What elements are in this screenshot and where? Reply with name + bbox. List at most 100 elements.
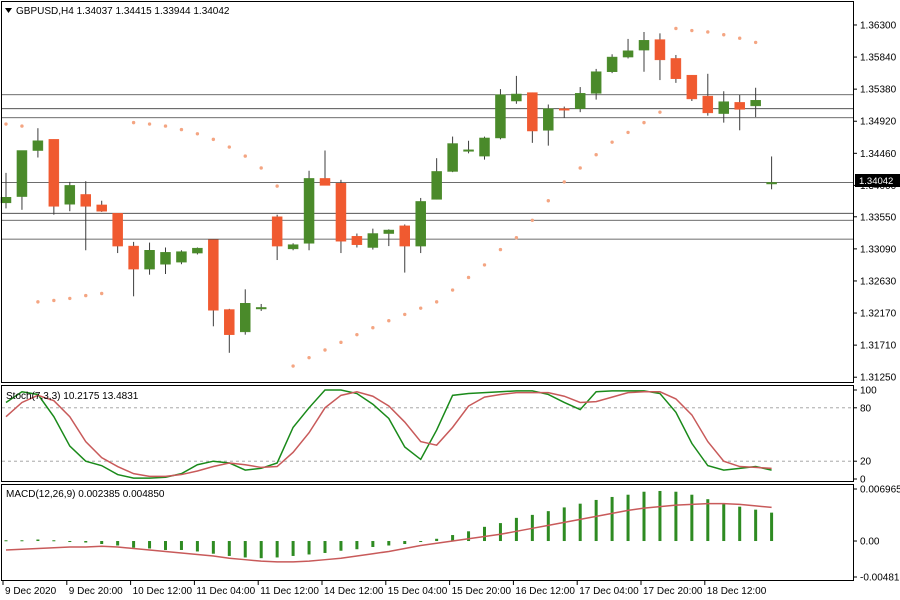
- macd-histogram-bar: [259, 541, 263, 559]
- sar-dot: [530, 218, 535, 222]
- stoch-signal-line: [5, 391, 772, 478]
- stoch-level-lines: [2, 407, 853, 462]
- time-tick-label: 15 Dec 04:00: [388, 586, 448, 597]
- macd-histogram-bar: [387, 541, 391, 546]
- candle-body: [112, 213, 123, 247]
- candle-body: [144, 250, 155, 270]
- current-price-tag: 1.34042: [855, 174, 900, 187]
- sar-dot: [738, 36, 742, 40]
- sar-dot: [434, 300, 439, 304]
- macd-histogram-bar: [355, 541, 359, 550]
- sar-dot: [371, 325, 375, 330]
- macd-histogram-bar: [419, 541, 423, 543]
- sar-dot: [594, 153, 598, 157]
- macd-histogram-bar: [132, 541, 136, 548]
- candlestick-series: [0, 31, 777, 353]
- candle-body: [128, 245, 139, 270]
- symbol-icon: [5, 8, 12, 13]
- candle-body: [0, 197, 12, 204]
- sar-dot: [84, 293, 88, 298]
- current-price-label: 1.34042: [859, 176, 893, 187]
- horizontal-level-lines: [2, 94, 853, 240]
- macd-histogram-bar: [291, 541, 295, 556]
- sar-dot: [52, 298, 56, 303]
- stoch-tick-label: 20: [860, 457, 872, 468]
- macd-histogram-bar: [770, 512, 774, 542]
- time-tick-label: 16 Dec 12:00: [515, 586, 575, 597]
- candle-body: [192, 247, 203, 254]
- macd-histogram-bar: [403, 541, 407, 545]
- stoch-axis: 100 80 20 0: [853, 386, 877, 486]
- time-tick-label: 15 Dec 20:00: [452, 586, 512, 597]
- parabolic-sar-dots: [4, 26, 758, 368]
- macd-histogram-bar: [594, 499, 598, 542]
- sar-dot: [498, 247, 503, 252]
- macd-histogram-bar: [100, 541, 104, 545]
- macd-histogram-bar: [116, 541, 120, 546]
- sar-dot: [20, 124, 24, 128]
- sar-dot: [466, 275, 471, 280]
- macd-histogram-bar: [371, 541, 375, 547]
- price-tick-label: 1.32170: [860, 309, 897, 320]
- candle-body: [383, 229, 395, 234]
- candle-body: [240, 303, 251, 333]
- price-tick-label: 1.34460: [860, 149, 897, 160]
- candle-body: [686, 74, 698, 100]
- candle-body: [351, 236, 363, 245]
- price-tick-label: 1.33550: [860, 212, 897, 223]
- macd-histogram-bar: [498, 523, 502, 542]
- candle-body: [495, 94, 506, 139]
- macd-histogram-bar: [323, 541, 327, 553]
- sar-dot: [674, 26, 678, 31]
- time-tick-label: 17 Dec 20:00: [643, 586, 703, 597]
- price-tick-label: 1.31710: [860, 341, 897, 352]
- macd-histogram-bar: [451, 535, 455, 542]
- sar-dot: [722, 33, 726, 37]
- candle-body: [654, 39, 666, 61]
- macd-histogram-bar: [435, 538, 439, 542]
- candle-body: [750, 100, 761, 107]
- sar-dot: [419, 306, 423, 310]
- macd-histogram-bar: [706, 499, 710, 542]
- candle-body: [606, 56, 618, 72]
- stoch-panel-header: Stoch(7,3,3) 10.2175 13.4831: [6, 391, 139, 402]
- price-tick-label: 1.35840: [860, 53, 897, 64]
- macd-histogram-bar: [578, 503, 582, 542]
- stoch-panel-frame: [1, 385, 854, 482]
- macd-histogram-bar: [68, 541, 72, 543]
- time-tick-label: 18 Dec 12:00: [707, 586, 767, 597]
- sar-dot: [753, 40, 758, 45]
- candle-body: [431, 171, 442, 200]
- time-tick-label: 17 Dec 04:00: [579, 586, 639, 597]
- candle-body: [574, 93, 586, 109]
- macd-histogram-bar: [514, 517, 518, 542]
- price-tick-label: 1.35380: [860, 85, 897, 96]
- sar-dot: [706, 30, 710, 34]
- macd-axis: 0.006965 0.00 -0.004818: [853, 485, 900, 584]
- macd-histogram-bar: [610, 496, 614, 542]
- sar-dot: [131, 120, 136, 125]
- candle-body: [702, 95, 714, 114]
- candle-body: [559, 108, 570, 111]
- sar-dot: [195, 132, 200, 136]
- candle-body: [32, 140, 44, 151]
- candle-body: [48, 139, 60, 207]
- candle-body: [80, 194, 91, 207]
- candle-body: [96, 204, 107, 212]
- sar-dot: [562, 180, 566, 184]
- macd-tick-label: 0.00: [860, 537, 880, 548]
- candle-body: [271, 216, 283, 247]
- macd-histogram-bar: [36, 539, 40, 542]
- candle-body: [399, 225, 410, 247]
- sar-dot: [482, 263, 487, 267]
- candle-body: [64, 185, 76, 205]
- macd-histogram-bar: [164, 541, 167, 550]
- sar-dot: [387, 319, 391, 323]
- candle-body: [590, 71, 602, 94]
- macd-histogram-bar: [4, 540, 8, 542]
- macd-histogram-bar: [738, 506, 742, 542]
- sar-dot: [147, 122, 152, 126]
- macd-histogram-bar: [674, 491, 678, 542]
